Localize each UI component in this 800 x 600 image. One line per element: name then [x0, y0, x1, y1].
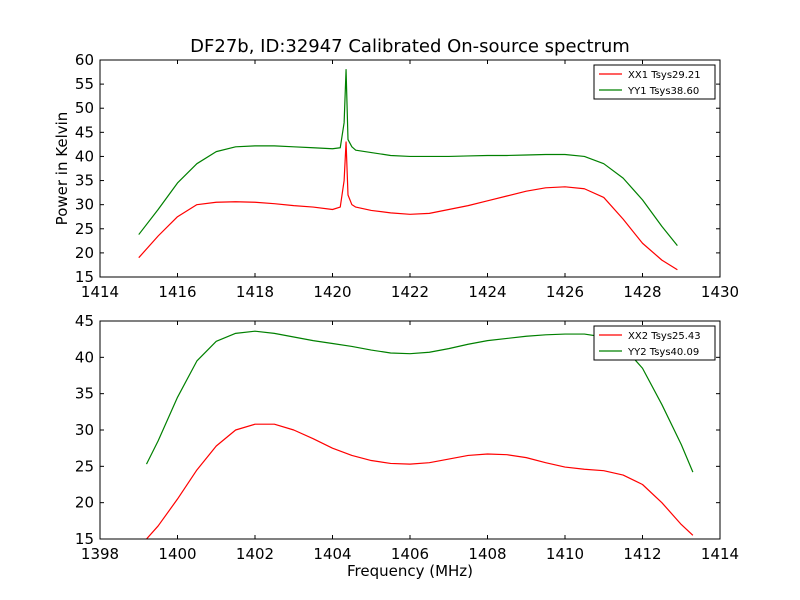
legend-label: XX2 Tsys25.43 [628, 331, 701, 342]
y-tick-label: 45 [75, 123, 94, 141]
legend-label: YY2 Tsys40.09 [627, 347, 699, 358]
x-tick-label: 1424 [468, 283, 506, 301]
x-tick-label: 1422 [391, 283, 429, 301]
x-tick-label: 1414 [701, 545, 739, 563]
x-tick-label: 1408 [468, 545, 506, 563]
y-tick-label: 30 [75, 421, 94, 439]
y-tick-label: 15 [75, 530, 94, 548]
y-tick-label: 55 [75, 75, 94, 93]
y-tick-label: 45 [75, 312, 94, 330]
y-tick-label: 40 [75, 147, 94, 165]
y-tick-label: 30 [75, 196, 94, 214]
x-tick-label: 1412 [623, 545, 661, 563]
y-tick-label: 20 [75, 494, 94, 512]
x-tick-label: 1426 [546, 283, 584, 301]
legend: XX2 Tsys25.43 YY2 Tsys40.09 [593, 325, 716, 361]
y-tick-label: 35 [75, 172, 94, 190]
y-tick-label: 35 [75, 385, 94, 403]
legend-box [593, 64, 716, 100]
top-panel: 1414 1416 1418 1420 1422 1424 1426 1428 1430 15 20… [53, 51, 739, 301]
x-tick-label: 1398 [81, 545, 119, 563]
x-tick-label: 1414 [81, 283, 119, 301]
legend-label: XX1 Tsys29.21 [628, 70, 701, 81]
legend: XX1 Tsys29.21 YY1 Tsys38.60 [593, 64, 716, 100]
x-tick-label: 1402 [236, 545, 274, 563]
bottom-panel: 1398 1400 1402 1404 1406 1408 1410 1412 1414 15 20… [75, 312, 739, 580]
x-tick-label: 1400 [158, 545, 196, 563]
y-tick-label: 60 [75, 51, 94, 69]
chart-title: DF27b, ID:32947 Calibrated On-source spe… [190, 36, 630, 57]
x-tick-label: 1428 [623, 283, 661, 301]
legend-label: YY1 Tsys38.60 [627, 86, 699, 97]
x-tick-label: 1404 [313, 545, 351, 563]
x-axis-label: Frequency (MHz) [347, 562, 473, 580]
y-tick-label: 25 [75, 220, 94, 238]
x-tick-label: 1430 [701, 283, 739, 301]
y-tick-label: 20 [75, 244, 94, 262]
series-line-1 [138, 141, 678, 271]
legend-box [593, 325, 716, 361]
y-tick-label: 15 [75, 268, 94, 286]
x-tick-label: 1416 [158, 283, 196, 301]
series-line-2 [138, 69, 678, 247]
y-axis-label: Power in Kelvin [53, 112, 71, 226]
x-tick-label: 1418 [236, 283, 274, 301]
series-line-1 [146, 423, 694, 539]
x-tick-label: 1420 [313, 283, 351, 301]
x-tick-label: 1406 [391, 545, 429, 563]
y-tick-label: 50 [75, 99, 94, 117]
series-group [138, 69, 678, 271]
y-tick-label: 40 [75, 348, 94, 366]
x-tick-label: 1410 [546, 545, 584, 563]
y-tick-label: 25 [75, 457, 94, 475]
